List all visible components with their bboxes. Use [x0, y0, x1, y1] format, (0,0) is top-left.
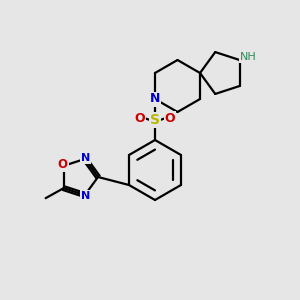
Text: O: O — [165, 112, 175, 124]
Text: N: N — [150, 92, 160, 106]
Text: O: O — [58, 158, 68, 171]
Text: N: N — [81, 191, 91, 201]
Text: N: N — [81, 153, 91, 163]
Text: O: O — [135, 112, 145, 124]
Text: S: S — [150, 113, 160, 127]
Text: NH: NH — [239, 52, 256, 62]
